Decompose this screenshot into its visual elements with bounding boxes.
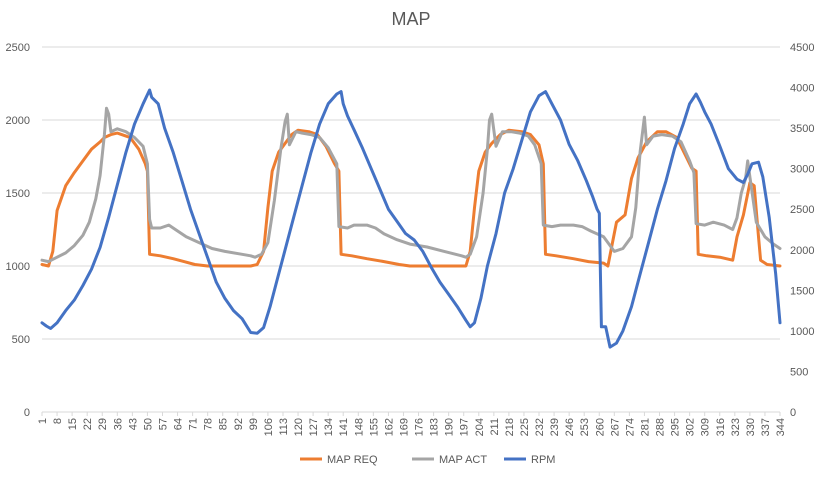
x-tick-label: 57 [157,418,169,430]
x-tick-label: 337 [760,418,772,436]
left-y-axis: 0 500 1000 1500 2000 2500 [6,42,30,419]
x-tick-label: 162 [383,418,395,436]
right-tick-label: 500 [790,366,808,378]
left-tick-label: 2000 [6,115,30,127]
x-tick-label: 246 [564,418,576,436]
x-tick-label: 15 [67,418,79,430]
x-tick-label: 302 [685,418,697,436]
x-tick-label: 169 [398,418,410,436]
right-tick-label: 3000 [790,164,814,176]
x-tick-label: 232 [534,418,546,436]
legend-label: MAP ACT [439,454,487,466]
legend-label: MAP REQ [327,454,378,466]
series-line-rpm [40,88,782,349]
x-tick-label: 323 [730,418,742,436]
x-tick-label: 330 [745,418,757,436]
x-tick-label: 85 [218,418,230,430]
x-tick-label: 134 [323,418,335,436]
left-tick-label: 2500 [6,42,30,54]
x-tick-label: 43 [127,418,139,430]
legend-item-rpm: RPM [504,454,555,466]
x-tick-label: 288 [655,418,667,436]
x-tick-label: 316 [715,418,727,436]
right-tick-label: 3500 [790,123,814,135]
left-tick-label: 1000 [6,261,30,273]
x-tick-label: 204 [474,418,486,436]
x-tick-label: 211 [489,418,501,436]
x-tick-label: 155 [368,418,380,436]
x-tick-label: 1 [37,418,49,424]
x-tick-label: 78 [203,418,215,430]
x-tick-label: 239 [549,418,561,436]
x-tick-label: 190 [444,418,456,436]
x-tick-label: 148 [353,418,365,436]
x-tick-label: 113 [278,418,290,436]
right-tick-label: 1000 [790,326,814,338]
x-tick-label: 225 [519,418,531,436]
legend-label: RPM [531,454,555,466]
right-tick-label: 2000 [790,245,814,257]
legend: MAP REQ MAP ACT RPM [300,454,555,466]
right-tick-label: 1500 [790,285,814,297]
x-tick-label: 120 [293,418,305,436]
x-tick-label: 176 [414,418,426,436]
x-tick-label: 8 [52,418,64,424]
x-tick-label: 50 [142,418,154,430]
x-tick-label: 218 [504,418,516,436]
right-tick-label: 2500 [790,204,814,216]
x-tick-label: 274 [624,418,636,436]
x-tick-label: 106 [263,418,275,436]
x-tick-label: 260 [594,418,606,436]
right-tick-label: 4500 [790,42,814,54]
x-tick-label: 267 [609,418,621,436]
x-tick-label: 309 [700,418,712,436]
x-tick-label: 71 [188,418,200,430]
series-lines [40,88,782,349]
left-tick-label: 500 [12,334,30,346]
x-tick-label: 29 [97,418,109,430]
x-tick-label: 127 [308,418,320,436]
x-tick-label: 281 [639,418,651,436]
right-tick-label: 4000 [790,83,814,95]
right-tick-label: 0 [790,407,796,419]
right-y-axis: 0 500 1000 1500 2000 2500 3000 3500 4000 4500 [790,42,814,419]
legend-item-map-act: MAP ACT [412,454,487,466]
x-tick-label: 197 [459,418,471,436]
x-axis: 1 8 15 22 29 36 43 50 57 64 71 78 85 92 99 106 113 120 127… [37,411,787,436]
left-tick-label: 1500 [6,188,30,200]
x-tick-label: 141 [338,418,350,436]
x-tick-label: 22 [82,418,94,430]
x-tick-label: 92 [233,418,245,430]
legend-item-map-req: MAP REQ [300,454,378,466]
chart-title: MAP [391,9,430,29]
x-tick-label: 99 [248,418,260,430]
x-tick-label: 64 [173,418,185,430]
x-tick-label: 344 [775,418,787,436]
x-tick-label: 183 [429,418,441,436]
x-tick-label: 253 [579,418,591,436]
x-tick-label: 36 [112,418,124,430]
left-tick-label: 0 [24,407,30,419]
x-tick-label: 295 [670,418,682,436]
